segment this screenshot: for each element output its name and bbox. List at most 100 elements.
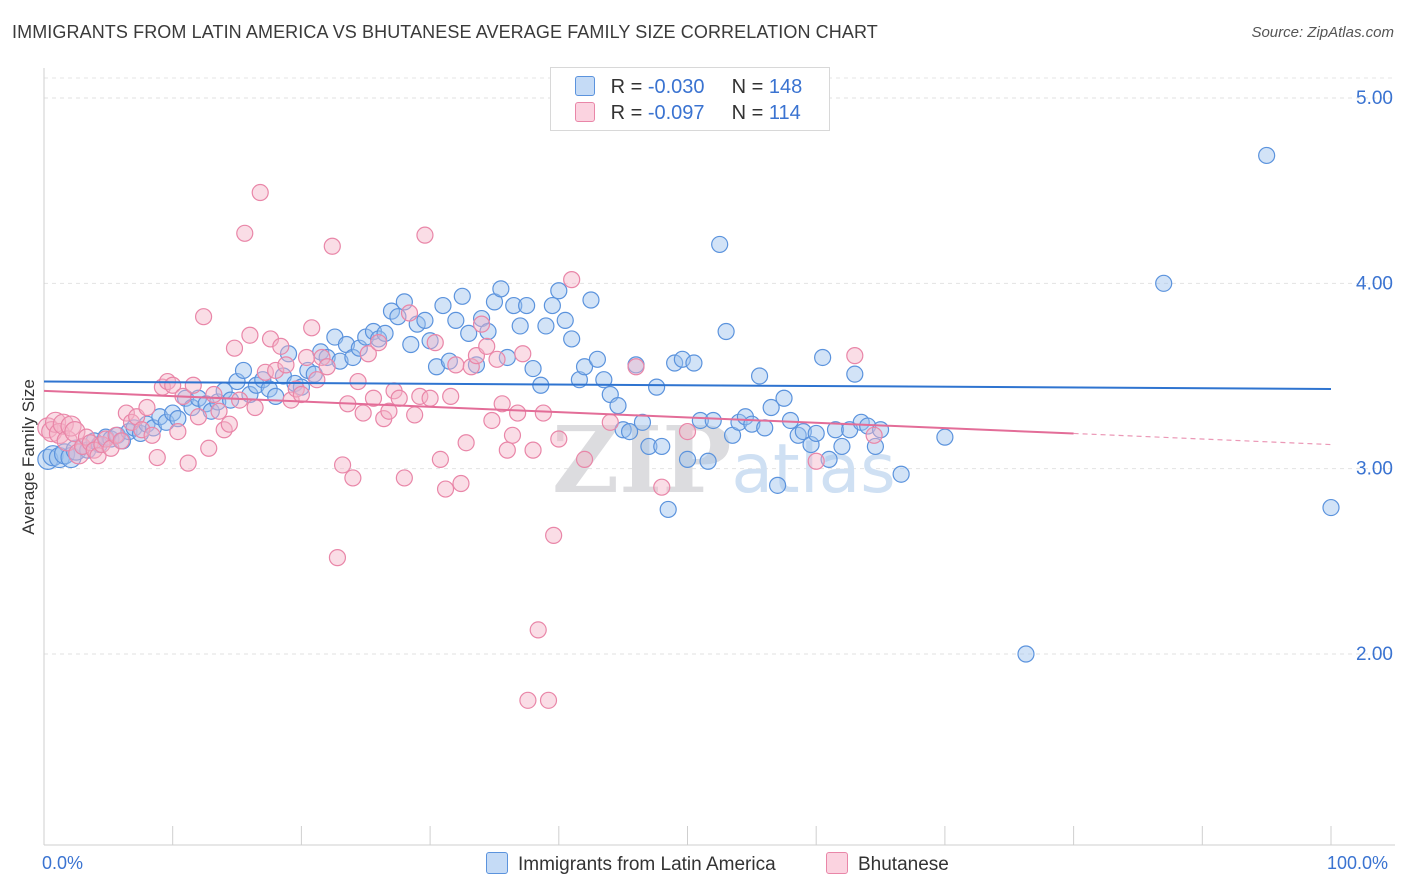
point-latin-america [453, 287, 471, 305]
point-bhutanese [431, 450, 449, 468]
legend-swatch-blue [486, 852, 508, 874]
point-bhutanese [653, 478, 671, 496]
point-bhutanese [354, 404, 372, 422]
point-bhutanese [452, 474, 470, 493]
point-latin-america [588, 350, 607, 368]
point-latin-america [762, 398, 780, 417]
source-label: Source: ZipAtlas.com [1251, 24, 1394, 41]
point-latin-america [595, 371, 613, 389]
n-value: 148 [768, 76, 803, 98]
point-latin-america [518, 296, 536, 315]
point-bhutanese [344, 469, 362, 487]
point-bhutanese [333, 456, 352, 474]
point-latin-america [814, 348, 832, 367]
point-bhutanese [498, 441, 516, 459]
point-latin-america [1258, 146, 1276, 165]
legend-item-latin-america[interactable]: Immigrants from Latin America [486, 852, 776, 876]
point-latin-america [640, 437, 658, 456]
trend-lines [43, 380, 1332, 446]
point-bhutanese [529, 621, 547, 639]
point-bhutanese [303, 319, 321, 337]
point-latin-america [376, 324, 394, 342]
point-latin-america [402, 335, 420, 354]
point-latin-america [582, 291, 600, 309]
point-latin-america [234, 361, 253, 380]
point-bhutanese [246, 398, 264, 417]
point-latin-america [802, 435, 820, 454]
point-latin-america [537, 317, 555, 335]
point-bhutanese [148, 448, 166, 467]
point-latin-america [543, 296, 561, 315]
point-latin-america [750, 367, 769, 385]
point-latin-america [556, 311, 574, 329]
point-bhutanese [447, 356, 465, 374]
point-bhutanese [534, 404, 552, 422]
point-bhutanese [64, 421, 86, 443]
point-bhutanese [194, 308, 213, 326]
point-bhutanese [488, 350, 506, 368]
legend-swatch-pink [575, 102, 595, 122]
point-latin-america [892, 465, 910, 483]
point-bhutanese [210, 402, 228, 420]
point-bhutanese [563, 271, 581, 289]
point-bhutanese [292, 385, 310, 404]
point-latin-america [659, 500, 677, 519]
point-bhutanese [601, 413, 619, 431]
point-bhutanese [112, 432, 130, 450]
legend-item-bhutanese[interactable]: Bhutanese [826, 852, 949, 876]
point-bhutanese [395, 469, 413, 487]
point-bhutanese [545, 526, 563, 544]
point-latin-america [267, 387, 285, 405]
point-bhutanese [117, 404, 135, 422]
point-bhutanese [380, 402, 398, 420]
point-bhutanese [313, 348, 331, 367]
trend-line-extension [1073, 432, 1332, 446]
legend-row-latin-america: R = -0.030 N = 148 [575, 76, 802, 100]
point-bhutanese [277, 356, 295, 374]
axes [43, 68, 1395, 846]
point-bhutanese [364, 389, 383, 407]
x-tick-label-max: 100.0% [1327, 853, 1389, 873]
point-latin-america [633, 413, 652, 431]
point-latin-america [416, 311, 434, 329]
point-bhutanese [514, 345, 532, 363]
point-bhutanese [678, 423, 697, 441]
y-tick-label: 4.00 [1356, 273, 1393, 294]
r-label: R = [610, 76, 643, 98]
point-latin-america [936, 428, 954, 446]
point-bhutanese [318, 358, 336, 376]
point-latin-america [331, 352, 349, 370]
series-bhutanese [37, 183, 883, 709]
point-bhutanese [539, 691, 558, 709]
point-bhutanese [189, 408, 208, 426]
point-latin-america [807, 424, 825, 443]
point-latin-america [768, 476, 787, 494]
point-bhutanese [390, 389, 408, 407]
point-bhutanese [462, 358, 480, 376]
point-bhutanese [493, 395, 511, 413]
correlation-legend: R = -0.030 N = 148 R = -0.097 N = 114 [550, 67, 830, 131]
point-bhutanese [865, 426, 883, 444]
point-bhutanese [241, 326, 259, 344]
point-bhutanese [138, 398, 156, 417]
point-bhutanese [807, 452, 825, 470]
point-latin-america [678, 450, 697, 468]
point-latin-america [614, 421, 632, 439]
y-tick-label: 5.00 [1356, 88, 1393, 109]
point-bhutanese [297, 348, 316, 367]
point-bhutanese [251, 183, 269, 202]
y-tick-label: 3.00 [1356, 459, 1393, 480]
point-latin-america [826, 421, 845, 439]
point-bhutanese [205, 385, 223, 404]
y-tick-label: 2.00 [1356, 644, 1393, 665]
point-bhutanese [400, 304, 419, 322]
point-latin-america [1155, 274, 1173, 292]
point-bhutanese [627, 358, 645, 376]
point-latin-america [222, 391, 240, 409]
point-bhutanese [421, 389, 439, 407]
point-latin-america [492, 280, 510, 298]
point-latin-america [318, 348, 336, 367]
y-tick-labels: 2.00 3.00 4.00 5.00 [1356, 88, 1393, 665]
r-label: R = [610, 102, 643, 124]
